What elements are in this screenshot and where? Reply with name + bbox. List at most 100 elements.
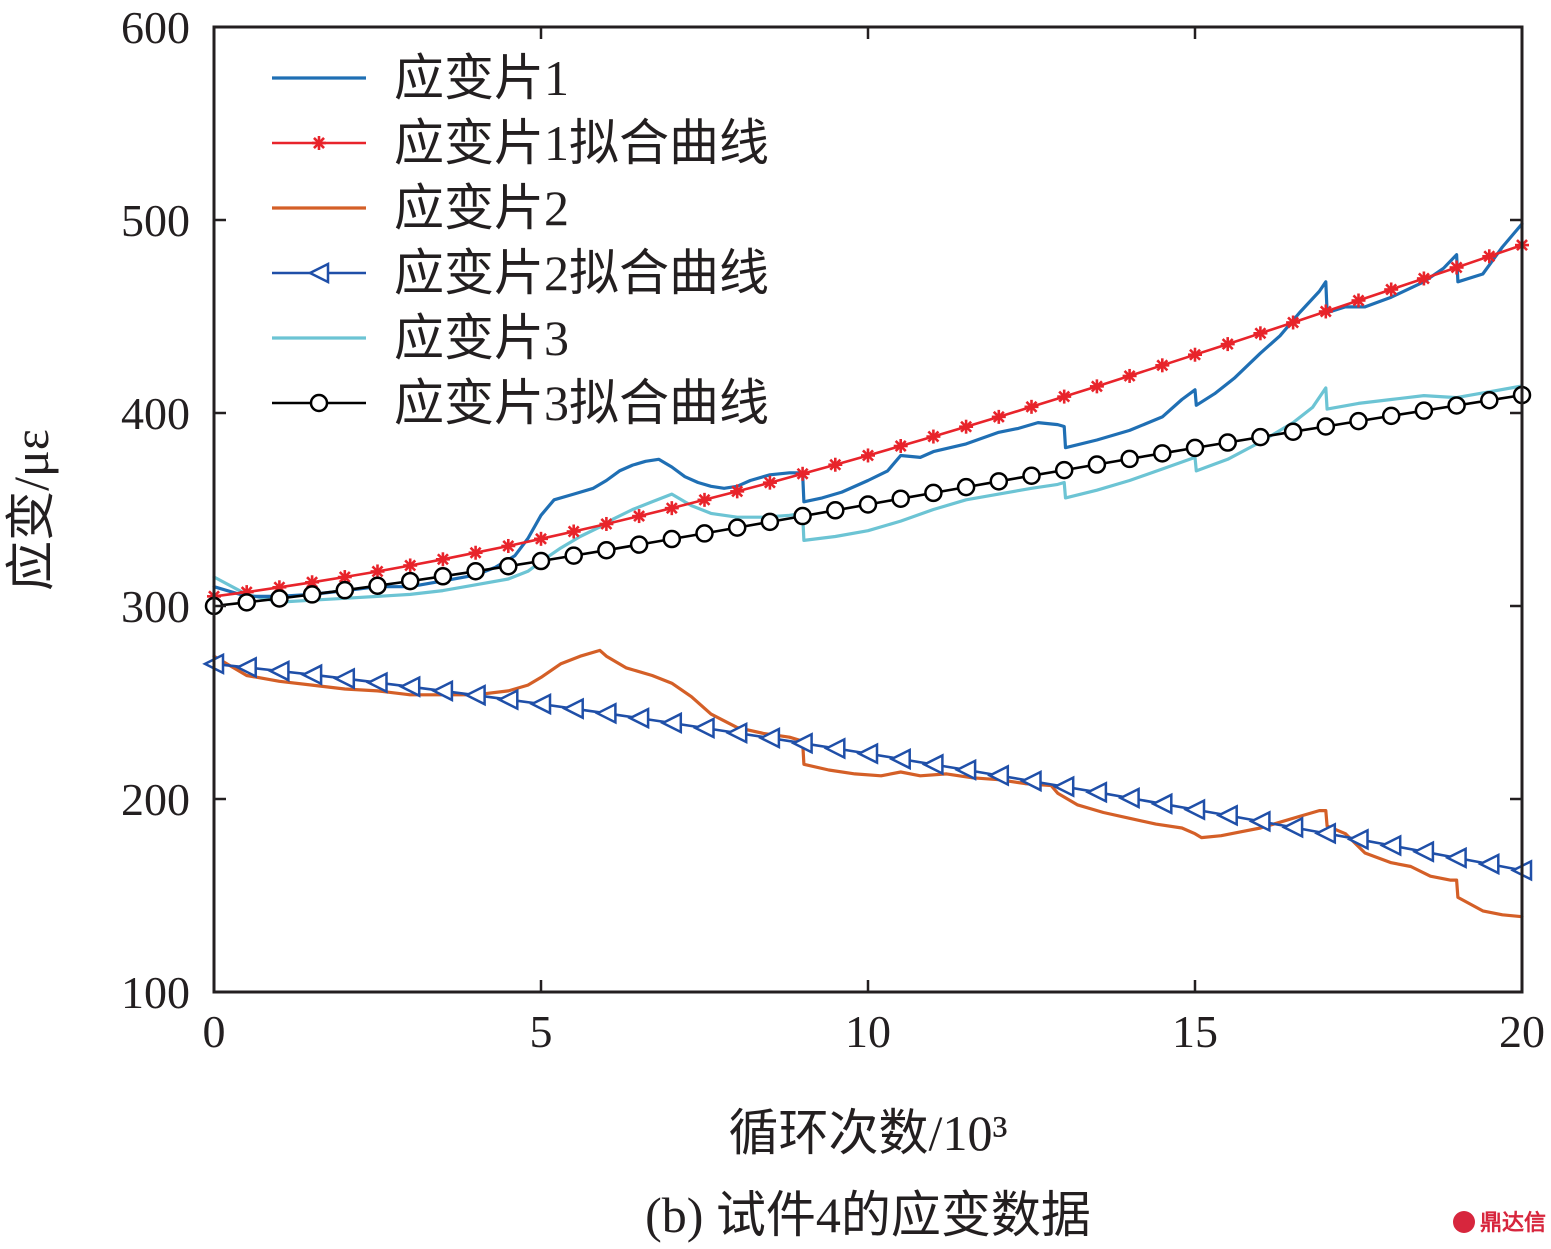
series-6-point bbox=[1218, 433, 1237, 452]
series-6-point bbox=[270, 589, 289, 608]
series-4-point bbox=[1444, 846, 1467, 869]
series-6-point bbox=[826, 501, 845, 520]
legend-label: 应变片2 bbox=[394, 180, 569, 236]
series-3 bbox=[212, 648, 1524, 919]
series-layer bbox=[202, 222, 1533, 919]
series-4-point bbox=[1052, 775, 1075, 798]
series-4 bbox=[202, 652, 1533, 882]
series-4-point bbox=[692, 716, 715, 739]
series-6-point bbox=[1349, 411, 1368, 431]
series-6-point bbox=[400, 571, 420, 591]
series-6-point bbox=[1447, 396, 1466, 415]
y-tick-label: 400 bbox=[121, 388, 190, 439]
series-4-point bbox=[365, 671, 388, 694]
y-tick-label: 500 bbox=[121, 195, 190, 246]
series-2-point bbox=[599, 516, 614, 531]
series-5 bbox=[212, 384, 1524, 604]
series-6-point bbox=[858, 495, 878, 514]
series-4-point bbox=[1215, 804, 1238, 827]
x-tick-label: 5 bbox=[530, 1006, 553, 1057]
series-6-point bbox=[989, 472, 1009, 491]
series-2-point bbox=[697, 492, 712, 507]
series-2-point bbox=[1286, 315, 1301, 330]
x-tick-label: 15 bbox=[1172, 1006, 1218, 1057]
legend-label: 应变片3 bbox=[394, 310, 569, 366]
series-4-point bbox=[1248, 810, 1271, 833]
series-2 bbox=[207, 238, 1529, 604]
series-4-point bbox=[888, 748, 911, 771]
series-6-point bbox=[1153, 444, 1172, 463]
series-6-point bbox=[499, 556, 518, 576]
series-2-point bbox=[1220, 337, 1235, 352]
series-6-point bbox=[302, 585, 322, 604]
series-4-point bbox=[660, 711, 683, 734]
series-6-point bbox=[1120, 449, 1139, 469]
series-6-point bbox=[531, 551, 551, 571]
series-6-point bbox=[237, 593, 256, 612]
legend-item: 应变片2拟合曲线 bbox=[272, 245, 769, 301]
legend-marker bbox=[309, 393, 329, 413]
legend-label: 应变片1 bbox=[394, 50, 569, 106]
series-4-point bbox=[856, 742, 879, 765]
series-6-point bbox=[1414, 401, 1434, 420]
series-2-point bbox=[534, 531, 548, 546]
series-6-point bbox=[1283, 422, 1303, 441]
series-6-point bbox=[335, 580, 355, 600]
series-4-point bbox=[627, 707, 650, 730]
series-4-point bbox=[790, 732, 813, 755]
series-6-point bbox=[564, 546, 583, 565]
series-6-point bbox=[760, 512, 780, 532]
tick-layer: 0 5 10 15 20 100 200 300 400 500 600 bbox=[121, 2, 1545, 1057]
series-4-point bbox=[1412, 840, 1435, 863]
series-6-point bbox=[1251, 427, 1270, 447]
series-6-point bbox=[1022, 466, 1041, 485]
series-4-point bbox=[1019, 770, 1042, 793]
series-2-point bbox=[1089, 379, 1104, 394]
series-6-point bbox=[695, 524, 714, 543]
series-6-point bbox=[924, 483, 943, 503]
legend-marker bbox=[312, 136, 326, 150]
watermark-text: 鼎达信 bbox=[1480, 1210, 1546, 1236]
legend-item: 应变片3 bbox=[272, 310, 569, 366]
series-4-point bbox=[561, 697, 584, 720]
series-2-point bbox=[730, 484, 745, 499]
watermark-logo-icon bbox=[1453, 1211, 1475, 1233]
series-4-point bbox=[234, 656, 257, 679]
series-6-point bbox=[368, 576, 387, 595]
series-2-point bbox=[664, 501, 679, 516]
series-2-point bbox=[926, 429, 941, 444]
series-4-point bbox=[1183, 798, 1206, 821]
series-4-point bbox=[431, 679, 454, 702]
series-1 bbox=[212, 222, 1524, 598]
series-4-point bbox=[1477, 853, 1500, 876]
legend-item: 应变片2 bbox=[272, 180, 569, 236]
series-4-point bbox=[267, 660, 290, 683]
series-4-point bbox=[333, 667, 356, 690]
series-6-point bbox=[662, 529, 682, 549]
series-2-point bbox=[1057, 389, 1072, 404]
y-tick-label: 600 bbox=[121, 2, 190, 53]
series-2-point bbox=[1416, 271, 1431, 286]
series-line-3 bbox=[212, 648, 1524, 919]
series-2-point bbox=[1155, 358, 1170, 373]
series-4-point bbox=[463, 684, 486, 707]
series-4-point bbox=[758, 726, 781, 750]
series-2-point bbox=[1188, 347, 1202, 362]
series-2-point bbox=[1384, 282, 1399, 297]
series-6-point bbox=[433, 567, 453, 586]
series-4-point bbox=[954, 758, 977, 781]
series-line-1 bbox=[212, 222, 1524, 598]
series-2-point bbox=[468, 545, 483, 560]
series-6-point bbox=[1054, 460, 1074, 480]
series-2-point bbox=[1122, 368, 1137, 383]
legend-label: 应变片2拟合曲线 bbox=[394, 245, 769, 301]
series-6-point bbox=[1381, 406, 1401, 426]
series-4-point bbox=[987, 764, 1010, 787]
watermark: 鼎达信 bbox=[1453, 1210, 1546, 1236]
y-tick-label: 300 bbox=[121, 581, 190, 632]
series-2-point bbox=[762, 475, 777, 490]
series-4-point bbox=[1117, 787, 1140, 810]
series-line-5 bbox=[212, 384, 1524, 604]
series-2-point bbox=[435, 552, 450, 567]
